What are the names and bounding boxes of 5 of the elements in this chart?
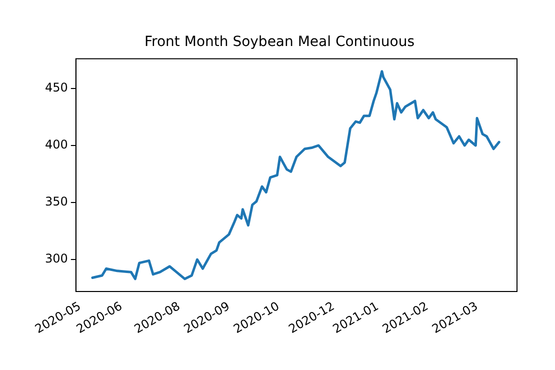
y-tick-label: 400 bbox=[45, 138, 68, 152]
y-tick-label: 450 bbox=[45, 80, 68, 95]
y-tick-label: 350 bbox=[45, 194, 68, 209]
chart-title: Front Month Soybean Meal Continuous bbox=[144, 34, 415, 50]
y-tick-label: 300 bbox=[45, 252, 68, 266]
